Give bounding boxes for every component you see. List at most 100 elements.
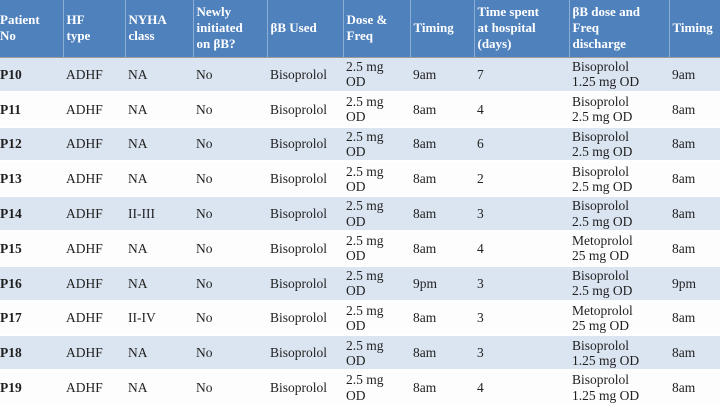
cell-newly_initiated: No [193, 230, 267, 267]
cell-timing_discharge: 8am [669, 370, 720, 406]
cell-time_spent: 4 [474, 370, 569, 406]
cell-bb_used: Bisoprolol [267, 126, 343, 163]
cell-bb_dose_discharge: Bisoprolol 1.25 mg OD [569, 370, 669, 406]
cell-dose_freq: 2.5 mg OD [343, 370, 410, 406]
cell-patient_no: P13 [0, 161, 63, 198]
column-header-timing_discharge: Timing [669, 0, 720, 58]
cell-hf_type: ADHF [63, 370, 125, 406]
cell-hf_type: ADHF [63, 161, 125, 198]
cell-nyha_class: NA [125, 57, 193, 93]
cell-nyha_class: NA [125, 370, 193, 406]
cell-hf_type: ADHF [63, 196, 125, 232]
cell-dose_freq: 2.5 mg OD [343, 161, 410, 198]
cell-patient_no: P18 [0, 335, 63, 372]
cell-bb_used: Bisoprolol [267, 230, 343, 267]
column-header-hf_type: HF type [63, 0, 126, 58]
cell-newly_initiated: No [193, 196, 267, 232]
cell-bb_used: Bisoprolol [267, 196, 343, 232]
cell-patient_no: P14 [0, 196, 63, 232]
cell-dose_freq: 2.5 mg OD [343, 230, 410, 267]
cell-bb_dose_discharge: Bisoprolol 2.5 mg OD [569, 161, 669, 198]
cell-bb_used: Bisoprolol [267, 335, 343, 372]
cell-time_spent: 2 [474, 161, 569, 198]
cell-time_spent: 7 [474, 57, 569, 93]
cell-newly_initiated: No [193, 91, 267, 128]
cell-patient_no: P10 [0, 57, 63, 93]
cell-time_spent: 3 [474, 300, 569, 337]
cell-time_spent: 6 [474, 126, 569, 163]
table-body: P10 ADHF NA No Bisoprolol 2.5 mg OD 9am 7 Bisopr… [0, 57, 720, 406]
cell-timing: 8am [410, 161, 474, 198]
column-header-patient_no: Patient No [0, 0, 64, 58]
cell-bb_dose_discharge: Bisoprolol 1.25 mg OD [569, 57, 669, 93]
cell-nyha_class: NA [125, 91, 193, 128]
cell-patient_no: P12 [0, 126, 63, 163]
cell-hf_type: ADHF [63, 91, 125, 128]
cell-time_spent: 3 [474, 265, 569, 302]
cell-patient_no: P15 [0, 230, 63, 267]
cell-patient_no: P11 [0, 91, 63, 128]
cell-bb_dose_discharge: Bisoprolol 2.5 mg OD [569, 196, 669, 232]
cell-nyha_class: NA [125, 265, 193, 302]
cell-bb_dose_discharge: Metoprolol 25 mg OD [569, 300, 669, 337]
table-row: P19 ADHF NA No Bisoprolol 2.5 mg OD 8am 4 Bisopr… [0, 370, 720, 406]
cell-timing: 8am [410, 300, 474, 337]
cell-nyha_class: II-IV [125, 300, 193, 337]
table-row: P17 ADHF II-IV No Bisoprolol 2.5 mg OD 8am 3 Met… [0, 300, 720, 337]
table-row: P13 ADHF NA No Bisoprolol 2.5 mg OD 8am 2 Bisopr… [0, 161, 720, 198]
cell-timing: 8am [410, 126, 474, 163]
cell-hf_type: ADHF [63, 230, 125, 267]
cell-dose_freq: 2.5 mg OD [343, 57, 410, 93]
cell-hf_type: ADHF [63, 57, 125, 93]
cell-dose_freq: 2.5 mg OD [343, 265, 410, 302]
cell-bb_dose_discharge: Metoprolol 25 mg OD [569, 230, 669, 267]
cell-nyha_class: NA [125, 230, 193, 267]
cell-newly_initiated: No [193, 126, 267, 163]
header-row: Patient No HF type NYHA class Newly initiat… [0, 0, 720, 58]
cell-timing_discharge: 9pm [669, 265, 720, 302]
column-header-bb_used: βB Used [267, 0, 344, 58]
cell-patient_no: P16 [0, 265, 63, 302]
cell-dose_freq: 2.5 mg OD [343, 126, 410, 163]
column-header-bb_dose_discharge: βB dose and Freq discharge [569, 0, 670, 58]
table-row: P10 ADHF NA No Bisoprolol 2.5 mg OD 9am 7 Bisopr… [0, 57, 720, 93]
cell-bb_used: Bisoprolol [267, 161, 343, 198]
cell-time_spent: 4 [474, 91, 569, 128]
column-header-dose_freq: Dose & Freq [343, 0, 411, 58]
cell-timing_discharge: 8am [669, 126, 720, 163]
cell-time_spent: 4 [474, 230, 569, 267]
cell-newly_initiated: No [193, 265, 267, 302]
cell-bb_dose_discharge: Bisoprolol 2.5 mg OD [569, 126, 669, 163]
cell-timing_discharge: 8am [669, 300, 720, 337]
cell-bb_dose_discharge: Bisoprolol 1.25 mg OD [569, 335, 669, 372]
cell-timing_discharge: 8am [669, 335, 720, 372]
table-row: P12 ADHF NA No Bisoprolol 2.5 mg OD 8am 6 Bisopr… [0, 126, 720, 163]
cell-timing_discharge: 8am [669, 196, 720, 232]
cell-timing_discharge: 8am [669, 91, 720, 128]
cell-patient_no: P17 [0, 300, 63, 337]
cell-hf_type: ADHF [63, 335, 125, 372]
cell-hf_type: ADHF [63, 300, 125, 337]
cell-dose_freq: 2.5 mg OD [343, 300, 410, 337]
cell-patient_no: P19 [0, 370, 63, 406]
table-row: P18 ADHF NA No Bisoprolol 2.5 mg OD 8am 3 Bisopr… [0, 335, 720, 372]
cell-bb_used: Bisoprolol [267, 91, 343, 128]
cell-dose_freq: 2.5 mg OD [343, 91, 410, 128]
cell-timing_discharge: 8am [669, 230, 720, 267]
column-header-newly_initiated: Newly initiated on βB? [193, 0, 268, 58]
cell-newly_initiated: No [193, 335, 267, 372]
table-header: Patient No HF type NYHA class Newly initiat… [0, 0, 720, 58]
cell-timing: 8am [410, 196, 474, 232]
cell-timing_discharge: 8am [669, 161, 720, 198]
cell-dose_freq: 2.5 mg OD [343, 196, 410, 232]
cell-bb_used: Bisoprolol [267, 265, 343, 302]
cell-newly_initiated: No [193, 57, 267, 93]
cell-timing: 8am [410, 230, 474, 267]
cell-timing: 9am [410, 57, 474, 93]
cell-newly_initiated: No [193, 300, 267, 337]
cell-bb_used: Bisoprolol [267, 57, 343, 93]
cell-dose_freq: 2.5 mg OD [343, 335, 410, 372]
column-header-time_spent: Time spent at hospital (days) [474, 0, 570, 58]
cell-timing: 9pm [410, 265, 474, 302]
